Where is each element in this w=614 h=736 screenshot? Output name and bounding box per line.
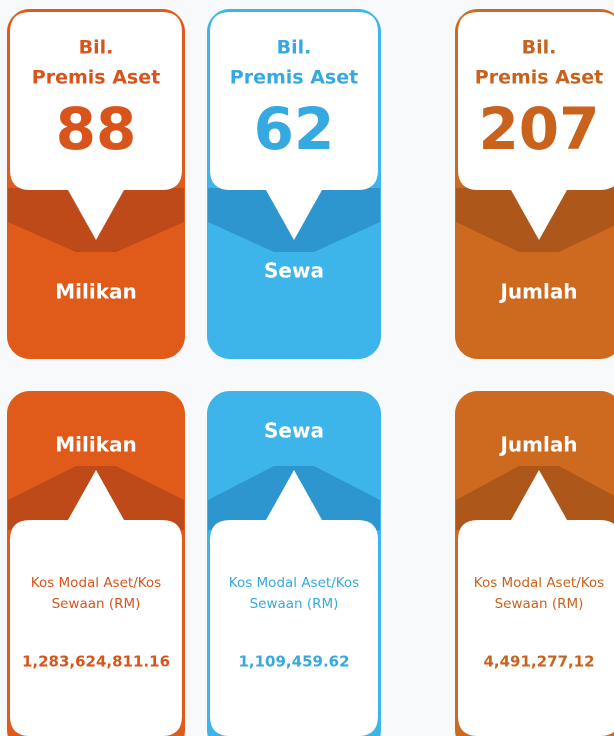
card-caption: Sewaan (RM)	[52, 596, 141, 612]
card-label: Milikan	[55, 280, 137, 304]
card-bubble	[458, 470, 614, 736]
card-count: 207	[478, 95, 599, 163]
card-heading: Premis Aset	[230, 67, 358, 89]
card-caption: Sewaan (RM)	[495, 596, 584, 612]
card-bubble	[210, 470, 378, 736]
card-bubble	[10, 12, 182, 240]
card-caption: Kos Modal Aset/Kos	[31, 575, 161, 591]
card-count: 88	[56, 95, 137, 163]
card-caption: Kos Modal Aset/Kos	[474, 575, 604, 591]
card-amount: 1,283,624,811.16	[22, 653, 170, 671]
bottom-card: Milikan Kos Modal Aset/Kos Sewaan (RM) 1,28…	[7, 391, 185, 736]
card-bubble	[210, 12, 378, 240]
card-caption: Sewaan (RM)	[250, 596, 339, 612]
top-card: Bil. Premis Aset 207 Jumlah	[455, 9, 614, 359]
card-bubble	[458, 12, 614, 240]
card-heading: Bil.	[522, 37, 557, 59]
top-card: Bil. Premis Aset 62 Sewa	[207, 9, 381, 359]
card-heading: Premis Aset	[32, 67, 160, 89]
card-heading: Bil.	[277, 37, 312, 59]
bottom-card: Jumlah Kos Modal Aset/Kos Sewaan (RM) 4,491…	[455, 391, 614, 736]
top-card: Bil. Premis Aset 88 Milikan	[7, 9, 185, 359]
card-heading: Bil.	[79, 37, 114, 59]
card-bubble	[10, 470, 182, 736]
card-amount: 4,491,277,12	[483, 653, 594, 671]
bottom-card: Sewa Kos Modal Aset/Kos Sewaan (RM) 1,109,4…	[207, 391, 381, 736]
card-count: 62	[254, 95, 335, 163]
card-heading: Premis Aset	[475, 67, 603, 89]
card-label: Milikan	[55, 433, 137, 457]
card-amount: 1,109,459.62	[238, 653, 349, 671]
card-label: Sewa	[264, 259, 324, 283]
card-label: Jumlah	[498, 280, 577, 304]
card-label: Sewa	[264, 419, 324, 443]
card-label: Jumlah	[498, 433, 577, 457]
card-caption: Kos Modal Aset/Kos	[229, 575, 359, 591]
